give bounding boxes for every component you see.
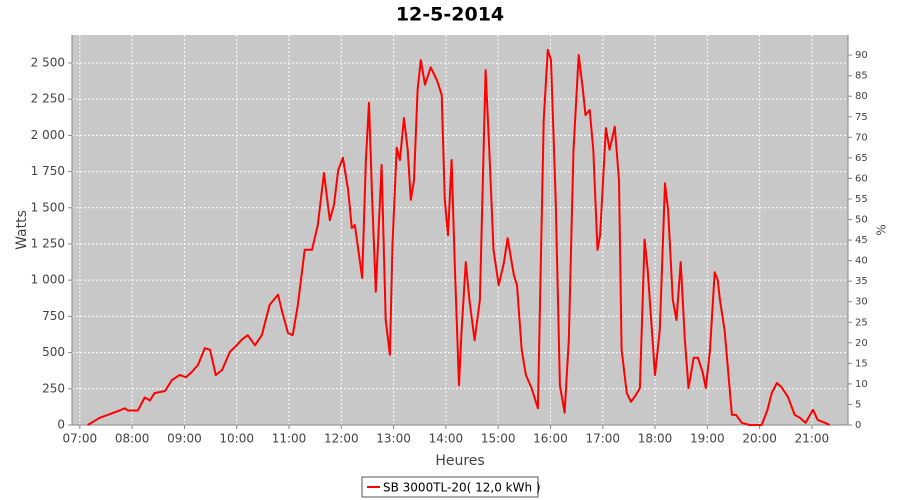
x-tick-label: 20:00 — [742, 432, 777, 446]
y-tick-label: 1 250 — [31, 236, 65, 250]
y2-tick-label: 5 — [855, 399, 861, 410]
y2-tick-label: 75 — [855, 112, 868, 123]
x-axis-label: Heures — [435, 453, 484, 469]
x-tick-label: 11:00 — [272, 432, 307, 446]
y2-tick-label: 10 — [855, 379, 868, 390]
x-tick-label: 19:00 — [690, 432, 725, 446]
x-tick-label: 13:00 — [376, 432, 411, 446]
x-tick-label: 17:00 — [585, 432, 620, 446]
legend-label: SB 3000TL-20( 12,0 kWh ) — [383, 481, 541, 495]
y2-tick-label: 30 — [855, 297, 868, 308]
y2-tick-label: 40 — [855, 256, 868, 267]
y-tick-label: 250 — [42, 381, 65, 395]
y-axis-label: Watts — [14, 210, 30, 250]
x-tick-label: 14:00 — [429, 432, 464, 446]
y2-tick-label: 90 — [855, 50, 868, 61]
chart-title: 12-5-2014 — [396, 4, 504, 26]
y-tick-label: 2 500 — [31, 55, 65, 69]
y-tick-label: 500 — [42, 345, 65, 359]
y2-tick-label: 35 — [855, 276, 868, 287]
x-tick-label: 10:00 — [219, 432, 254, 446]
x-tick-label: 15:00 — [481, 432, 516, 446]
x-tick-label: 09:00 — [167, 432, 202, 446]
y2-tick-label: 20 — [855, 338, 868, 349]
y2-tick-label: 15 — [855, 358, 868, 369]
y2-tick-label: 70 — [855, 132, 868, 143]
y-tick-label: 1 500 — [31, 200, 65, 214]
y2-tick-label: 0 — [855, 420, 861, 431]
y-tick-label: 1 750 — [31, 164, 65, 178]
y2-tick-label: 85 — [855, 71, 868, 82]
y-tick-label: 2 000 — [31, 128, 65, 142]
y2-tick-label: 60 — [855, 173, 868, 184]
legend-box — [361, 476, 539, 498]
series-line — [87, 48, 831, 426]
x-tick-label: 21:00 — [795, 432, 830, 446]
x-tick-label: 16:00 — [533, 432, 568, 446]
y2-tick-label: 55 — [855, 194, 868, 205]
x-tick-label: 18:00 — [638, 432, 673, 446]
y-tick-label: 0 — [57, 418, 65, 432]
y2-tick-label: 50 — [855, 215, 868, 226]
x-tick-label: 08:00 — [115, 432, 150, 446]
x-tick-label: 07:00 — [63, 432, 98, 446]
y2-tick-label: 25 — [855, 317, 868, 328]
y-tick-label: 1 000 — [31, 273, 65, 287]
y2-axis-label: % — [875, 224, 889, 235]
y2-tick-label: 45 — [855, 235, 868, 246]
y2-tick-label: 80 — [855, 91, 868, 102]
x-tick-label: 12:00 — [324, 432, 359, 446]
y-tick-label: 2 250 — [31, 92, 65, 106]
y-tick-label: 750 — [42, 309, 65, 323]
y2-tick-label: 65 — [855, 153, 868, 164]
